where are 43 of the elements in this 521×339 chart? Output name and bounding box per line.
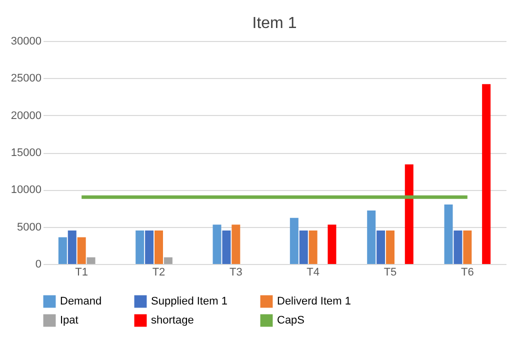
bar	[154, 230, 163, 264]
x-tick-label: T6	[460, 266, 474, 278]
y-tick-label: 20000	[10, 110, 42, 122]
y-tick-label: 10000	[10, 184, 42, 196]
y-tick-label: 5000	[17, 221, 42, 234]
legend-label: CapS	[277, 314, 305, 326]
bar	[86, 257, 96, 264]
bar	[58, 237, 67, 264]
bar	[404, 164, 414, 264]
y-tick-label: 0	[35, 258, 42, 270]
bar	[145, 230, 154, 264]
legend-label: Ipat	[60, 314, 78, 326]
legend-label: shortage	[151, 314, 194, 326]
x-tick-label: T1	[75, 266, 88, 278]
bar	[164, 257, 172, 264]
y-tick-label: 30000	[10, 36, 42, 48]
bar	[444, 204, 453, 264]
bar	[222, 230, 231, 264]
bar	[463, 230, 472, 264]
bar	[454, 230, 462, 264]
bar	[299, 230, 308, 264]
bar	[367, 210, 376, 264]
bar	[386, 230, 394, 264]
x-tick-label: T5	[384, 266, 397, 278]
bar	[212, 224, 222, 264]
x-tick-label: T2	[152, 266, 166, 278]
legend-label: Demand	[60, 296, 102, 308]
y-tick-label: 15000	[10, 147, 42, 159]
bar	[77, 237, 86, 264]
bar	[482, 84, 491, 264]
bar	[290, 218, 298, 264]
bar	[328, 224, 336, 264]
legend-label: Supplied Item 1	[151, 296, 228, 308]
legend-label: Deliverd Item 1	[277, 296, 351, 308]
bar	[136, 230, 144, 264]
bar	[376, 230, 386, 264]
y-tick-label: 25000	[10, 72, 42, 85]
bar	[68, 230, 76, 264]
chart-title: Item 1	[252, 15, 297, 32]
bar	[308, 230, 318, 264]
x-tick-label: T3	[229, 266, 242, 278]
x-tick-label: T4	[306, 266, 320, 278]
bar	[232, 224, 240, 264]
